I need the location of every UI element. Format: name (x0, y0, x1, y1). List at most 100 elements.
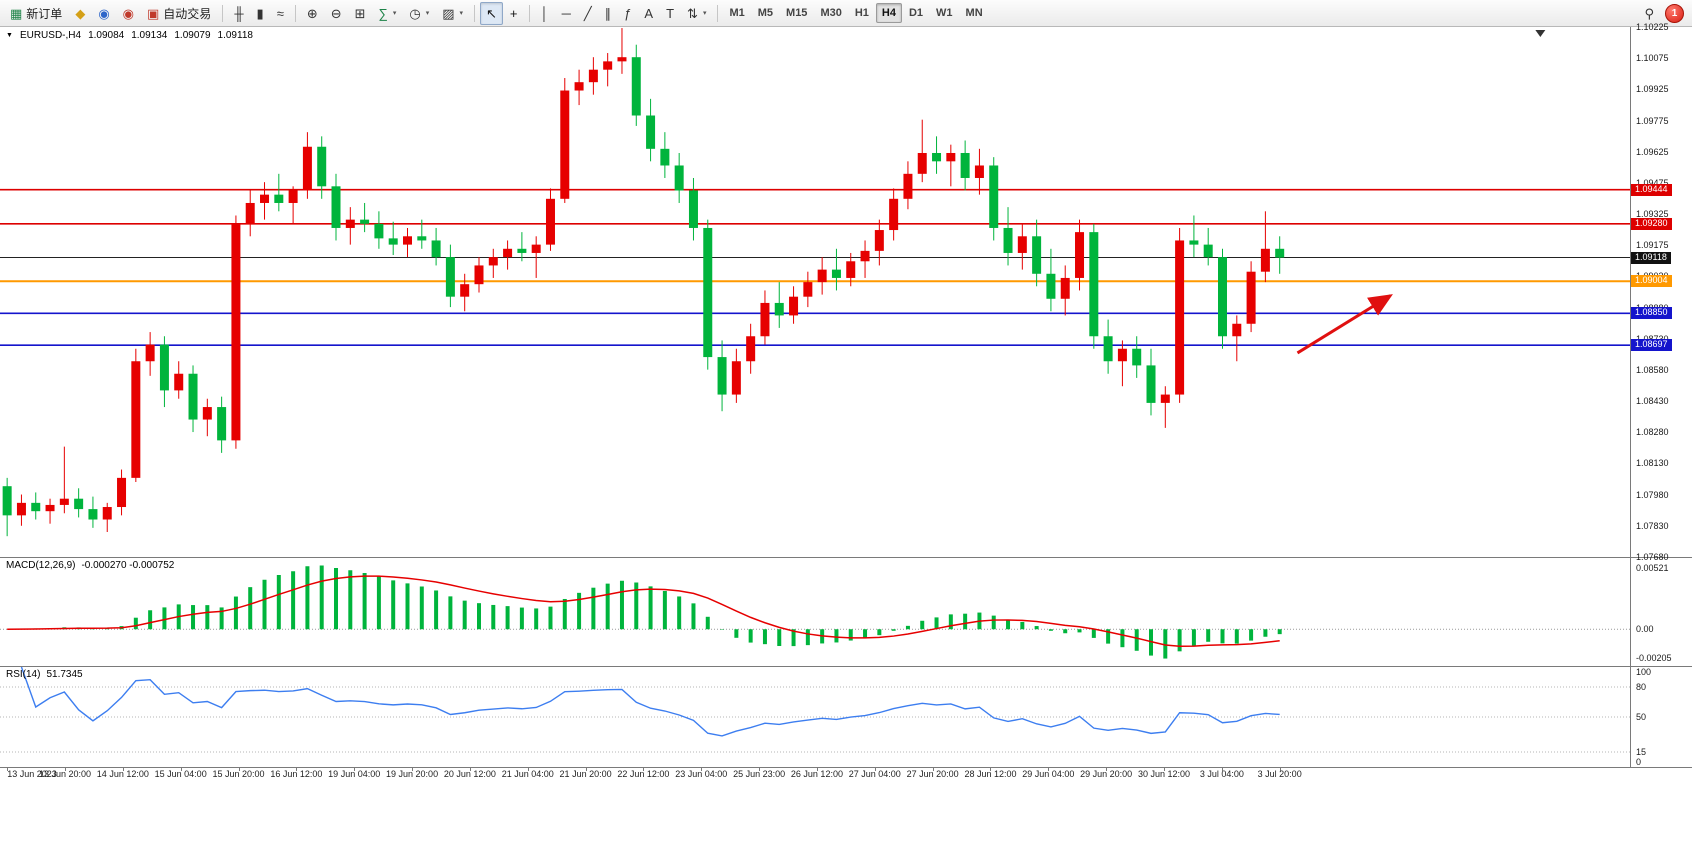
time-tick (1048, 767, 1050, 771)
bar-chart-button[interactable]: ╫ (228, 2, 249, 25)
timeframe-button-h4[interactable]: H4 (875, 3, 902, 23)
cursor-button[interactable]: ↖ (480, 1, 503, 25)
indicators-button[interactable]: ∑ ▾ (373, 2, 403, 25)
timeframe-button-d1[interactable]: D1 (908, 7, 924, 19)
candle (231, 215, 241, 449)
chevron-down-icon[interactable]: ▾ (425, 10, 430, 17)
timeframe-button-m5[interactable]: M5 (757, 7, 774, 19)
candle (1218, 248, 1227, 349)
time-axis-label: 3 Jul 04:00 (1199, 769, 1244, 779)
community-icon: ◉ (122, 5, 134, 21)
candle (59, 446, 69, 514)
candle (331, 173, 341, 241)
metaeditor-button[interactable]: ◆ (69, 2, 91, 25)
candle (45, 498, 55, 524)
market-icon: ◉ (98, 5, 110, 21)
price-tick-label: 1.08430 (1636, 396, 1669, 407)
candle (789, 286, 799, 324)
timeframe-button-m15[interactable]: M15 (786, 7, 808, 19)
notification-badge[interactable]: 1 (1665, 3, 1684, 23)
chart-window[interactable]: ▼ EURUSD-,H4 1.09084 1.09134 1.09079 1.0… (0, 22, 1692, 849)
candle (403, 227, 412, 258)
time-axis-label: 30 Jun 12:00 (1137, 769, 1191, 779)
trend-arrow-object[interactable] (1296, 294, 1393, 355)
timeframe-button-w1[interactable]: W1 (936, 7, 953, 19)
price-chart-canvas[interactable] (0, 27, 1630, 557)
zoom-out-button[interactable]: ⊖ (325, 2, 348, 25)
price-tick-label: 1.07830 (1636, 520, 1669, 531)
timeframe-button-m1[interactable]: M1 (729, 7, 745, 19)
panel-separator[interactable] (0, 557, 1692, 558)
market-button[interactable]: ◉ (92, 2, 115, 25)
price-tick-label: 1.10225 (1636, 22, 1669, 32)
rsi-canvas[interactable] (0, 667, 1630, 767)
candle (531, 236, 541, 278)
price-tick-label: 1.07680 (1636, 552, 1669, 562)
rsi-tick-label: 15 (1636, 747, 1647, 757)
candle (617, 28, 627, 74)
chevron-down-icon[interactable]: ▾ (459, 10, 464, 17)
toolbar-separator (717, 4, 719, 22)
time-tick (816, 767, 818, 771)
price-tick-label: 1.08580 (1636, 364, 1669, 375)
time-tick (874, 767, 876, 771)
vertical-line-button[interactable]: │ (535, 2, 555, 25)
price-tick-label: 1.08280 (1636, 427, 1669, 438)
time-tick (180, 767, 182, 771)
timeframe-button-h1[interactable]: H1 (854, 7, 869, 19)
arrows-button[interactable]: ⇅ ▾ (681, 2, 712, 25)
chart-ohlc-info: ▼ EURUSD-,H4 1.09084 1.09134 1.09079 1.0… (6, 30, 253, 41)
price-tick-label: 1.08130 (1636, 458, 1669, 469)
chevron-down-icon[interactable]: ▾ (702, 10, 707, 17)
price-tick-label: 1.09475 (1636, 178, 1669, 188)
timeframe-button-mn[interactable]: MN (965, 7, 983, 19)
chevron-down-icon[interactable]: ▾ (392, 10, 397, 17)
trendline-icon: ╱ (583, 5, 592, 21)
trendline-button[interactable]: ╱ (578, 2, 598, 25)
crosshair-button[interactable]: + (504, 2, 524, 25)
candle (731, 348, 741, 403)
candle (374, 211, 384, 249)
time-axis-label: 27 Jun 04:00 (848, 769, 901, 779)
label-button[interactable]: T (660, 2, 680, 25)
search-button[interactable]: ⚲ (1638, 2, 1660, 25)
candle (746, 323, 756, 374)
cursor-icon: ↖ (486, 5, 497, 21)
timeframe-button-m30[interactable]: M30 (820, 7, 842, 19)
toolbar-separator (474, 4, 476, 22)
new-order-button[interactable]: ▦ 新订单 (4, 2, 68, 25)
price-label-badge: 1.09444 (1631, 183, 1672, 196)
candlestick-chart-button[interactable]: ▮ (251, 2, 270, 25)
line-chart-button[interactable]: ≈ (271, 2, 290, 25)
chart-dropdown-icon[interactable]: ▼ (6, 32, 13, 39)
autotrading-button[interactable]: ▣ 自动交易 (141, 2, 217, 25)
price-label-badge: 1.08697 (1631, 339, 1672, 352)
fibonacci-button[interactable]: ƒ (618, 2, 637, 25)
clock-icon: ◷ (409, 5, 421, 21)
fibonacci-icon: ƒ (624, 5, 632, 21)
templates-button[interactable]: ▨ ▾ (436, 2, 469, 25)
periods-button[interactable]: ◷ ▾ (403, 2, 435, 25)
candle (1132, 336, 1142, 378)
panel-separator[interactable] (0, 666, 1692, 667)
candle (417, 219, 427, 249)
macd-canvas[interactable] (0, 558, 1630, 666)
time-tick (354, 767, 356, 771)
community-button[interactable]: ◉ (117, 2, 140, 25)
candle (817, 257, 827, 295)
rsi-tick-label: 50 (1636, 712, 1647, 722)
bar-open-value: 1.09084 (88, 30, 125, 41)
tile-windows-button[interactable]: ⊞ (349, 2, 372, 25)
text-button[interactable]: A (638, 2, 659, 25)
channel-button[interactable]: ∥ (599, 2, 618, 25)
channel-icon: ∥ (604, 5, 612, 21)
bar-low-value: 1.09079 (174, 30, 211, 41)
zoom-in-button[interactable]: ⊕ (301, 2, 324, 25)
time-tick (238, 767, 240, 771)
time-tick (643, 767, 645, 771)
horizontal-line-button[interactable]: ─ (556, 2, 577, 25)
candle (874, 219, 884, 266)
time-tick (527, 767, 529, 771)
candle (660, 132, 670, 178)
chart-shift-marker[interactable] (1535, 30, 1546, 37)
